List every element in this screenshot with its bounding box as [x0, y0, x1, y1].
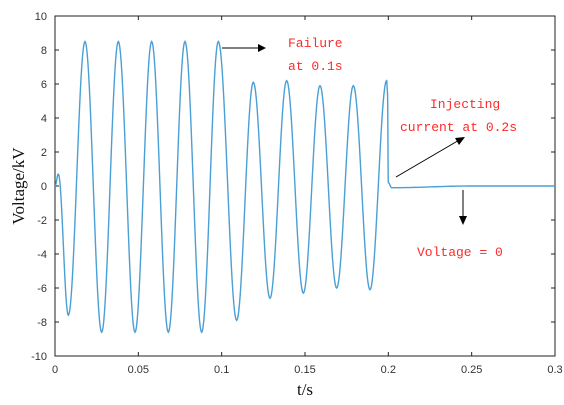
y-axis-title: Voltage/kV — [9, 147, 28, 225]
x-tick-label: 0.3 — [547, 364, 562, 376]
y-tick-label: 2 — [41, 147, 47, 159]
y-tick-label: 8 — [41, 45, 47, 57]
x-tick-label: 0 — [52, 364, 58, 376]
x-axis-ticks: 0 0.05 0.1 0.15 0.2 0.25 0.3 — [52, 16, 563, 376]
voltage-series-line — [54, 40, 555, 334]
x-tick-label: 0.15 — [294, 364, 315, 376]
y-tick-label: -6 — [37, 283, 47, 295]
x-tick-label: 0.25 — [461, 364, 482, 376]
y-tick-label: 0 — [41, 181, 47, 193]
injecting-label-line1: Injecting — [430, 97, 500, 112]
y-tick-label: -4 — [37, 249, 47, 261]
injecting-arrow — [395, 138, 462, 178]
y-tick-label: 4 — [41, 113, 47, 125]
failure-label-line1: Failure — [288, 36, 343, 51]
voltage-zero-label: Voltage = 0 — [417, 245, 503, 260]
y-tick-label: -10 — [31, 351, 47, 363]
y-tick-label: -2 — [37, 215, 47, 227]
x-axis-title: t/s — [297, 380, 313, 399]
injecting-arrowhead — [455, 137, 465, 145]
annotations: Failure at 0.1s Injecting current at 0.2… — [222, 36, 517, 260]
x-tick-label: 0.2 — [381, 364, 396, 376]
failure-label-line2: at 0.1s — [288, 59, 343, 74]
y-tick-label: -8 — [37, 317, 47, 329]
y-tick-label: 10 — [35, 11, 47, 23]
x-tick-label: 0.1 — [214, 364, 229, 376]
failure-arrowhead — [258, 44, 266, 52]
x-tick-label: 0.05 — [128, 364, 149, 376]
y-tick-label: 6 — [41, 79, 47, 91]
injecting-label-line2: current at 0.2s — [400, 120, 517, 135]
voltage-zero-arrowhead — [459, 216, 467, 225]
